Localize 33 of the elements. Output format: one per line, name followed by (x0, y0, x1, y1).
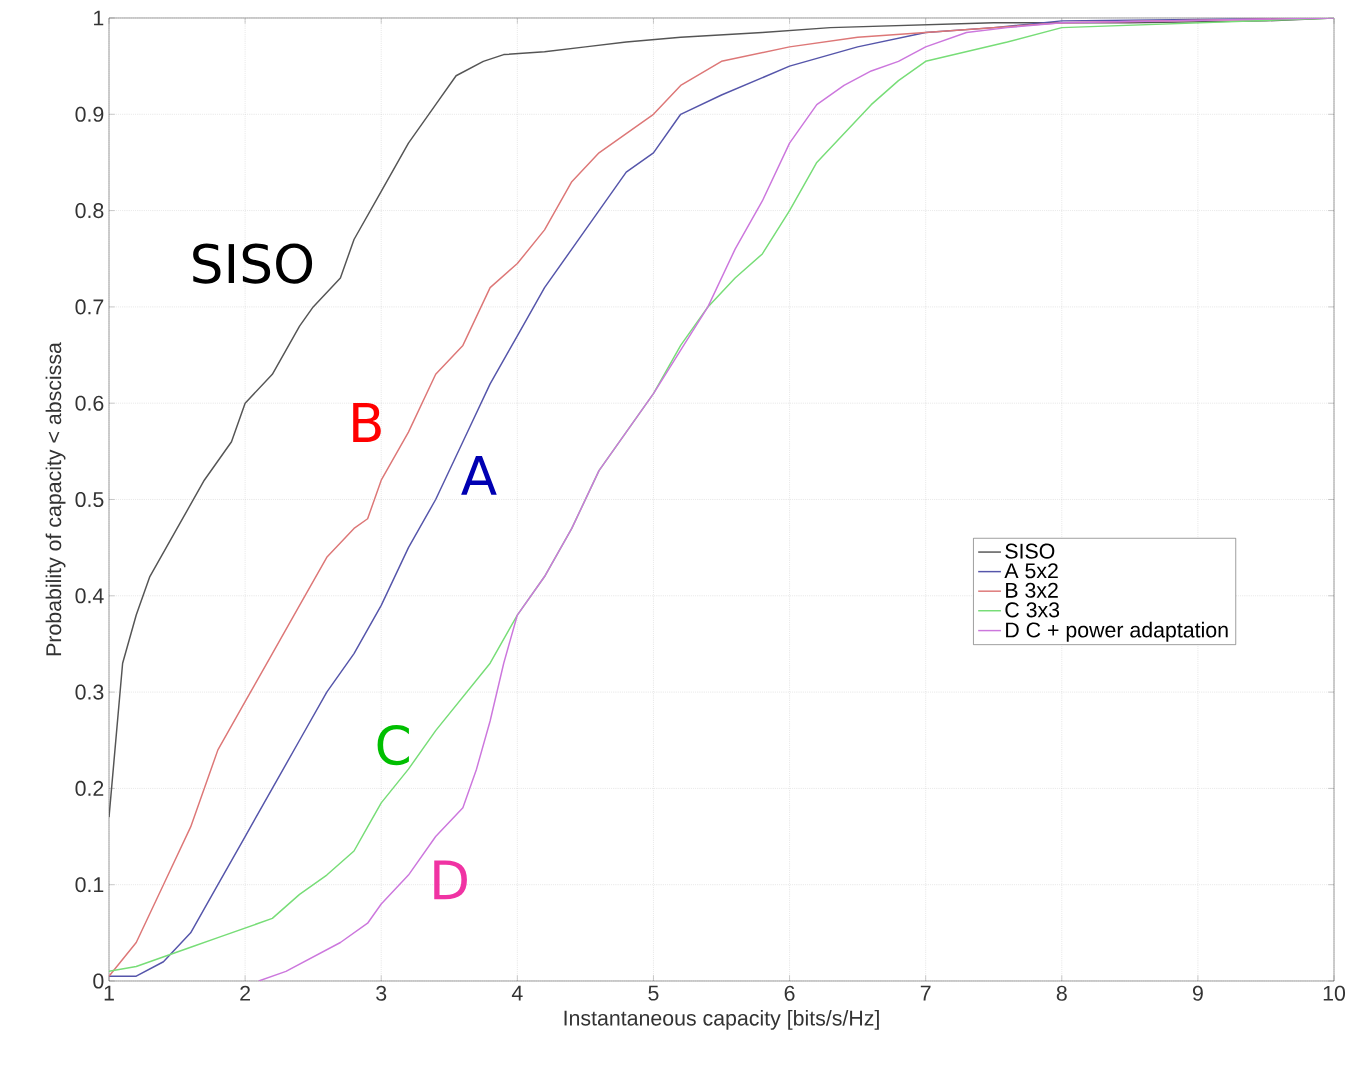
x-tick-label: 4 (511, 985, 523, 1001)
x-tick-label: 10 (1323, 985, 1346, 1001)
y-tick-label: 1 (94, 10, 104, 26)
y-tick-label: 0 (93, 973, 104, 989)
legend-label: B 3x2 (1006, 582, 1058, 598)
x-tick-label: 1 (104, 985, 114, 1001)
annotation: C (377, 724, 409, 766)
x-tick-label: 3 (376, 985, 387, 1001)
y-tick-label: 0.8 (75, 203, 104, 219)
legend-label: C 3x3 (1005, 602, 1060, 618)
annotation: D (434, 860, 467, 900)
x-axis-title: Instantaneous capacity [bits/s/Hz] (564, 1009, 879, 1030)
x-tick-label: 9 (1192, 985, 1203, 1001)
y-tick-label: 0.6 (75, 395, 104, 411)
annotation: SISO (193, 243, 313, 284)
y-tick-label: 0.9 (75, 106, 104, 122)
x-tick-label: 8 (1056, 985, 1067, 1001)
y-tick-label: 0.2 (75, 780, 104, 796)
y-tick-label: 0.4 (75, 588, 104, 604)
y-tick-label: 0.3 (75, 684, 104, 700)
x-tick-label: 5 (648, 985, 659, 1001)
y-tick-label: 0.1 (75, 877, 104, 893)
x-tick-label: 7 (920, 985, 931, 1001)
legend-label: A 5x2 (1004, 563, 1058, 579)
x-tick-label: 6 (784, 985, 795, 1001)
annotation: B (353, 403, 381, 442)
x-tick-label: 2 (240, 985, 250, 1001)
annotation: A (461, 455, 497, 495)
legend-label: D C + power adaptation (1006, 621, 1228, 642)
legend-label: SISO (1005, 543, 1055, 559)
y-tick-label: 0.7 (75, 299, 104, 315)
y-tick-label: 0.5 (75, 491, 104, 508)
y-axis-title: Probability of capacity < abscissa (45, 342, 66, 656)
